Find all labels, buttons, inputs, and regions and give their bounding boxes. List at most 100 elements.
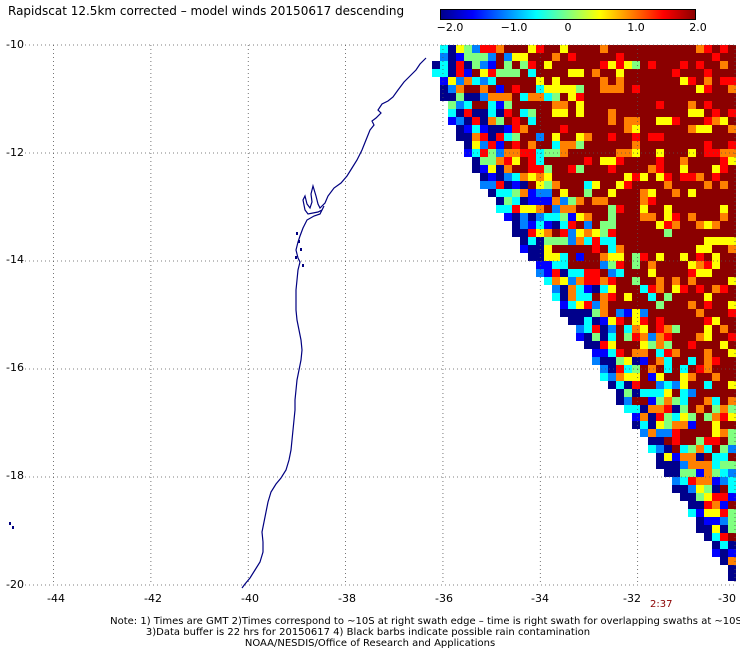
wind-cell xyxy=(680,277,688,285)
wind-cell xyxy=(520,165,528,173)
wind-cell xyxy=(720,549,728,557)
wind-cell xyxy=(432,69,440,77)
wind-cell xyxy=(608,205,616,213)
wind-cell xyxy=(528,197,536,205)
wind-cell xyxy=(600,309,608,317)
island-mark xyxy=(296,232,298,235)
wind-cell xyxy=(704,445,712,453)
wind-cell xyxy=(688,413,696,421)
wind-cell xyxy=(664,445,672,453)
wind-cell xyxy=(624,253,632,261)
wind-cell xyxy=(504,53,512,61)
wind-cell xyxy=(728,301,736,309)
wind-cell xyxy=(712,485,720,493)
wind-cell xyxy=(664,341,672,349)
wind-cell xyxy=(720,493,728,501)
swath-time-label: 2:37 xyxy=(650,599,673,610)
wind-cell xyxy=(632,157,640,165)
wind-cell xyxy=(648,333,656,341)
wind-cell xyxy=(632,317,640,325)
wind-cell xyxy=(680,109,688,117)
wind-cell xyxy=(672,133,680,141)
wind-cell xyxy=(632,341,640,349)
wind-cell xyxy=(560,189,568,197)
wind-cell xyxy=(576,165,584,173)
note-line-1: Note: 1) Times are GMT 2)Times correspon… xyxy=(110,616,740,627)
wind-cell xyxy=(704,493,712,501)
wind-cell xyxy=(712,437,720,445)
wind-cell xyxy=(664,429,672,437)
wind-cell xyxy=(576,205,584,213)
wind-cell xyxy=(576,293,584,301)
wind-cell xyxy=(576,309,584,317)
wind-cell xyxy=(592,341,600,349)
wind-cell xyxy=(688,173,696,181)
wind-cell xyxy=(672,485,680,493)
wind-cell xyxy=(704,93,712,101)
wind-cell xyxy=(648,213,656,221)
wind-cell xyxy=(696,509,704,517)
wind-cell xyxy=(648,373,656,381)
wind-swath xyxy=(432,45,736,581)
wind-cell xyxy=(616,325,624,333)
wind-cell xyxy=(704,197,712,205)
wind-cell xyxy=(552,189,560,197)
wind-cell xyxy=(544,237,552,245)
wind-cell xyxy=(552,133,560,141)
wind-cell xyxy=(688,365,696,373)
wind-cell xyxy=(504,85,512,93)
wind-cell xyxy=(664,437,672,445)
wind-cell xyxy=(728,253,736,261)
wind-cell xyxy=(648,181,656,189)
wind-cell xyxy=(592,293,600,301)
wind-cell xyxy=(464,117,472,125)
wind-cell xyxy=(704,309,712,317)
wind-cell xyxy=(480,125,488,133)
wind-cell xyxy=(664,301,672,309)
wind-cell xyxy=(448,117,456,125)
wind-cell xyxy=(720,541,728,549)
wind-cell xyxy=(672,149,680,157)
wind-cell xyxy=(704,317,712,325)
wind-cell xyxy=(560,141,568,149)
wind-cell xyxy=(680,61,688,69)
wind-cell xyxy=(608,261,616,269)
wind-cell xyxy=(552,293,560,301)
wind-cell xyxy=(656,461,664,469)
wind-cell xyxy=(448,69,456,77)
wind-cell xyxy=(496,165,504,173)
wind-cell xyxy=(672,341,680,349)
wind-cell xyxy=(504,109,512,117)
wind-cell xyxy=(712,125,720,133)
wind-cell xyxy=(696,309,704,317)
wind-cell xyxy=(728,285,736,293)
wind-cell xyxy=(688,389,696,397)
wind-cell xyxy=(488,45,496,53)
wind-cell xyxy=(552,285,560,293)
wind-cell xyxy=(560,197,568,205)
wind-cell xyxy=(720,325,728,333)
wind-cell xyxy=(728,541,736,549)
wind-cell xyxy=(512,205,520,213)
map-title: Rapidscat 12.5km corrected – model winds… xyxy=(8,4,405,18)
wind-cell xyxy=(648,309,656,317)
wind-cell xyxy=(704,149,712,157)
wind-cell xyxy=(640,333,648,341)
wind-cell xyxy=(616,45,624,53)
wind-cell xyxy=(448,61,456,69)
wind-cell xyxy=(712,205,720,213)
wind-cell xyxy=(672,141,680,149)
wind-cell xyxy=(672,245,680,253)
wind-cell xyxy=(720,389,728,397)
wind-cell xyxy=(656,93,664,101)
wind-cell xyxy=(504,133,512,141)
wind-cell xyxy=(680,309,688,317)
wind-cell xyxy=(640,101,648,109)
wind-cell xyxy=(728,93,736,101)
wind-cell xyxy=(696,85,704,93)
wind-cell xyxy=(688,485,696,493)
wind-cell xyxy=(672,453,680,461)
wind-cell xyxy=(720,61,728,69)
wind-cell xyxy=(680,485,688,493)
wind-cell xyxy=(592,285,600,293)
